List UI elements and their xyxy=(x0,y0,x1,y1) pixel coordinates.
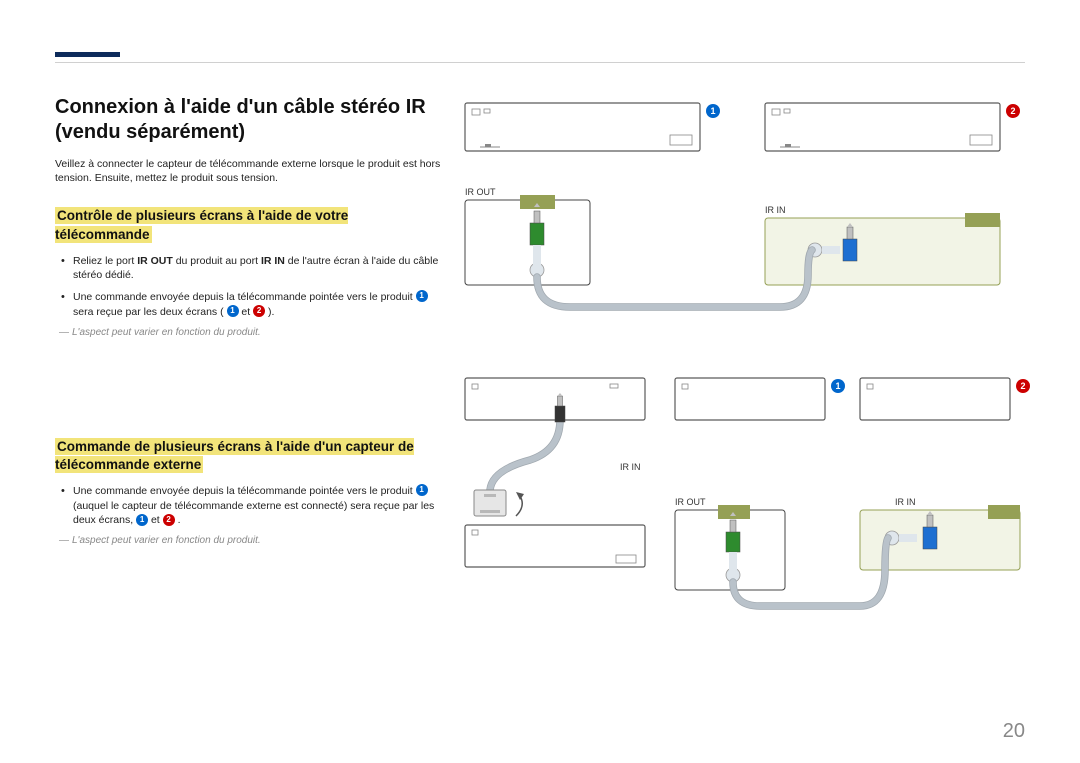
device-1b: 1 xyxy=(675,378,845,420)
svg-text:1: 1 xyxy=(835,381,840,391)
port-detail-1 xyxy=(465,195,590,285)
port-detail-out-2 xyxy=(675,505,785,590)
list-item: Une commande envoyée depuis la télécomma… xyxy=(73,484,445,528)
left-column: Connexion à l'aide d'un câble stéréo IR … xyxy=(55,95,445,546)
badge-1-icon: 1 xyxy=(227,305,239,317)
device-1-ext xyxy=(465,378,645,516)
label-ir-out-2: IR OUT xyxy=(675,497,706,507)
device-2b: 2 xyxy=(860,378,1030,420)
badge-2-icon: 2 xyxy=(163,514,175,526)
badge-2-icon: 2 xyxy=(253,305,265,317)
section2-heading: Commande de plusieurs écrans à l'aide d'… xyxy=(55,438,414,473)
badge-1-icon: 1 xyxy=(136,514,148,526)
label-ir-in-2: IR IN xyxy=(895,497,916,507)
section1-bullets: Reliez le port IR OUT du produit au port… xyxy=(55,254,445,320)
device-2: 2 xyxy=(765,103,1020,151)
page-number: 20 xyxy=(1003,720,1025,743)
accent-bar xyxy=(55,52,120,57)
badge-1-icon: 1 xyxy=(416,484,428,496)
svg-text:2: 2 xyxy=(1020,381,1025,391)
intro-text: Veillez à connecter le capteur de téléco… xyxy=(55,157,445,185)
section1-heading-block: Contrôle de plusieurs écrans à l'aide de… xyxy=(55,207,445,243)
diagram-2: IR IN 1 2 IR OUT IR IN xyxy=(460,370,1030,650)
section2-bullets: Une commande envoyée depuis la télécomma… xyxy=(55,484,445,528)
diagram-1: 1 2 IR OUT IR IN xyxy=(460,95,1030,315)
page-title: Connexion à l'aide d'un câble stéréo IR … xyxy=(55,95,445,145)
svg-text:2: 2 xyxy=(1010,106,1015,116)
divider xyxy=(55,62,1025,63)
label-ir-in: IR IN xyxy=(765,205,786,215)
section2-note: L'aspect peut varier en fonction du prod… xyxy=(59,535,445,546)
svg-text:1: 1 xyxy=(710,106,715,116)
section1-heading: Contrôle de plusieurs écrans à l'aide de… xyxy=(55,207,348,242)
label-ir-in-top: IR IN xyxy=(620,462,641,472)
label-ir-out: IR OUT xyxy=(465,187,496,197)
port-detail-2 xyxy=(765,213,1000,285)
right-column: 1 2 IR OUT IR IN xyxy=(460,95,1025,655)
section2-heading-block: Commande de plusieurs écrans à l'aide d'… xyxy=(55,438,445,474)
device-1: 1 xyxy=(465,103,720,151)
list-item: Reliez le port IR OUT du produit au port… xyxy=(73,254,445,283)
list-item: Une commande envoyée depuis la télécomma… xyxy=(73,290,445,319)
section1-note: L'aspect peut varier en fonction du prod… xyxy=(59,327,445,338)
badge-1-icon: 1 xyxy=(416,290,428,302)
